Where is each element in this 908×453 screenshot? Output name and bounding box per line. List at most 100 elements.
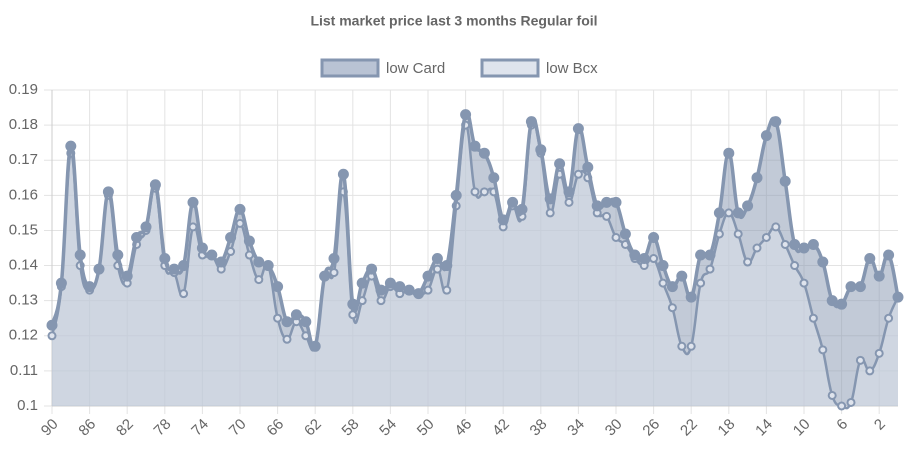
x-tick-label: 42 [489,416,513,440]
point [328,253,340,265]
point [742,200,754,212]
point [770,116,782,128]
point [789,238,801,250]
point [187,196,199,208]
x-tick-label: 74 [188,416,212,440]
point [676,270,688,282]
legend-swatch [480,58,540,78]
point [179,289,189,299]
point [159,253,171,265]
point [733,229,743,239]
point [602,211,612,221]
point [55,277,67,289]
point [140,221,152,233]
x-tick-label: 86 [75,416,99,440]
point [356,277,368,289]
point [798,242,810,254]
point [309,340,321,352]
point [591,200,603,212]
point [516,203,528,215]
point [705,264,715,274]
point [610,196,622,208]
point [121,270,133,282]
x-tick-label: 50 [414,416,438,440]
point [696,278,706,288]
point [376,296,386,306]
point [854,281,866,293]
point [149,179,161,191]
y-tick-label: 0.18 [9,116,38,133]
x-tick-label: 82 [113,416,137,440]
y-tick-label: 0.1 [17,397,38,414]
point [65,140,77,152]
legend-label: low Bcx [546,60,598,77]
y-tick-label: 0.11 [10,362,38,379]
point [544,193,556,205]
point [478,147,490,159]
point [873,270,885,282]
y-tick-label: 0.14 [9,257,38,274]
point [460,109,472,121]
y-tick-label: 0.13 [9,292,38,309]
point [225,231,237,243]
point [178,260,190,272]
point [779,175,791,187]
point [704,249,716,261]
point [648,231,660,243]
point [799,278,809,288]
point [403,284,415,296]
point [780,239,790,249]
point [507,196,519,208]
point [112,249,124,261]
point [686,341,696,351]
x-tick-label: 90 [38,416,62,440]
point [74,249,86,261]
point [836,298,848,310]
x-tick-label: 58 [339,416,363,440]
point [300,316,312,328]
point [666,281,678,293]
point [685,291,697,303]
x-tick-label: 62 [301,416,325,440]
point [366,263,378,275]
point [423,285,433,295]
point [743,257,753,267]
point [102,186,114,198]
point [215,256,227,268]
point [535,144,547,156]
x-tick-label: 6 [833,416,851,434]
point [817,256,829,268]
point [273,313,283,323]
point [497,214,509,226]
y-tick-label: 0.19 [9,81,38,98]
point [601,196,613,208]
point [442,285,452,295]
x-tick-label: 46 [451,416,475,440]
point [196,242,208,254]
point [760,130,772,142]
point [282,334,292,344]
point [892,291,904,303]
x-tick-label: 78 [151,416,175,440]
point [470,187,480,197]
point [168,263,180,275]
x-tick-label: 22 [677,416,701,440]
point [47,331,57,341]
point [525,116,537,128]
y-tick-label: 0.17 [9,151,38,168]
point [846,397,856,407]
point [337,168,349,180]
point [790,261,800,271]
point [206,249,218,261]
point [732,207,744,219]
point [84,281,96,293]
point [254,275,264,285]
point [845,281,857,293]
point [582,161,594,173]
legend-swatch [320,58,380,78]
point [657,260,669,272]
point [807,238,819,250]
point [319,270,331,282]
point [441,260,453,272]
point [422,270,434,282]
